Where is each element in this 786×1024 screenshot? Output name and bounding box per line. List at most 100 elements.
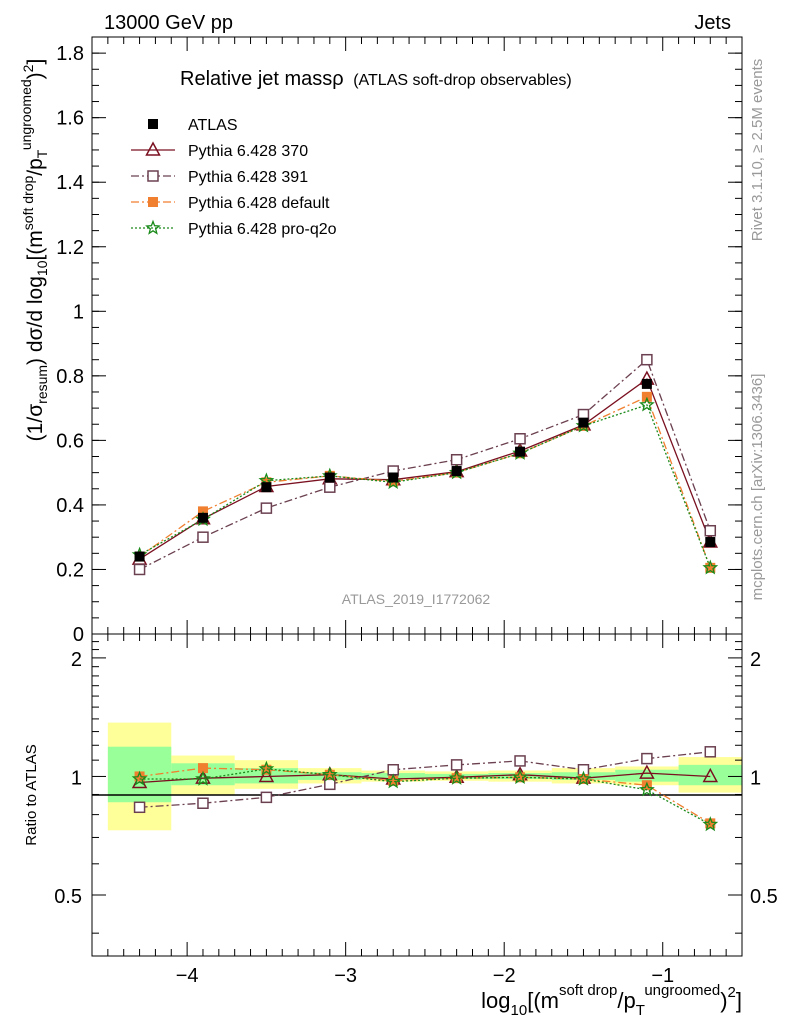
ratio-point <box>387 763 399 776</box>
main-point <box>705 537 716 548</box>
main-point <box>260 502 273 514</box>
ratio-series-line-1 <box>139 751 711 808</box>
ratio-point <box>450 759 463 771</box>
main-y-tick-label: 1.8 <box>56 43 84 65</box>
main-point <box>388 472 399 483</box>
ratio-point <box>133 801 146 814</box>
main-y-tick-label: 0.8 <box>56 366 84 388</box>
main-series-4 <box>131 396 719 575</box>
ratio-plot-frame <box>91 633 743 957</box>
ratio-point <box>451 773 462 784</box>
main-y-tick-label: 0.6 <box>56 430 84 452</box>
ratio-point <box>641 752 653 765</box>
ratio-y-tick-label-right: 2 <box>750 649 761 671</box>
ratio-point <box>702 816 719 832</box>
legend-marker <box>147 170 159 182</box>
rivet-version-label: Rivet 3.1.10, ≥ 2.5M events <box>749 59 766 242</box>
ratio-plot-panel: −4 −3 −2 −1 0.5 0.5 1 1 2 2 Ratio to ATLAS log10[… <box>23 633 778 1019</box>
main-point <box>641 378 652 389</box>
main-point <box>197 531 209 543</box>
legend-label: ATLAS <box>188 117 238 134</box>
ratio-point <box>514 755 526 767</box>
ratio-series-line-0 <box>139 772 711 784</box>
plot-title-main: Relative jet massρ <box>180 68 344 90</box>
main-y-tick-label: 1.6 <box>56 108 84 130</box>
legend-entry: Pythia 6.428 default <box>131 195 330 212</box>
ratio-point <box>704 746 717 758</box>
main-point <box>578 417 589 428</box>
ratio-point <box>197 763 208 774</box>
main-plot-panel: 0 0.2 0.4 0.6 0.8 1 1.2 1.4 1.6 1.8 Relative jet … <box>18 36 743 956</box>
main-point <box>324 481 336 493</box>
ratio-point <box>321 766 338 782</box>
main-y-tick-label: 0.2 <box>56 559 84 581</box>
plot-title-sub: (ATLAS soft-drop observables) <box>353 72 571 89</box>
main-point <box>705 562 716 573</box>
ratio-point <box>702 767 719 783</box>
main-y-axis-label: (1/σresum) dσ/d log10[(msoft drop/pTungr… <box>18 59 50 442</box>
main-series-line-2 <box>139 358 711 571</box>
legend-marker <box>148 119 158 129</box>
x-tick-label: −2 <box>493 965 516 987</box>
main-y-tick-label: 0 <box>73 624 84 646</box>
ratio-point <box>258 760 275 776</box>
main-y-tick-label: 1.2 <box>56 237 84 259</box>
ratio-y-tick-label: 2 <box>71 649 82 671</box>
analysis-watermark: ATLAS_2019_I1772062 <box>342 591 491 607</box>
ratio-point <box>705 818 716 829</box>
ratio-series-line-3 <box>139 768 711 826</box>
ratio-point <box>575 770 592 786</box>
legend-entry: Pythia 6.428 391 <box>131 169 308 186</box>
main-point <box>514 433 526 445</box>
main-series-0 <box>134 378 716 562</box>
ratio-point <box>258 767 275 783</box>
ratio-point <box>512 769 528 785</box>
main-y-tick-label: 0.4 <box>56 495 84 517</box>
header-collision-label: 13000 GeV pp <box>104 12 233 34</box>
legend-label: Pythia 6.428 370 <box>188 143 308 160</box>
ratio-point <box>324 769 335 780</box>
ratio-series-1 <box>133 746 717 814</box>
ratio-point <box>515 772 526 783</box>
ratio-point <box>638 781 655 797</box>
ratio-series-3 <box>131 760 719 832</box>
main-point <box>324 472 335 483</box>
ratio-point <box>131 770 148 786</box>
main-point <box>134 551 145 562</box>
main-point <box>704 524 717 537</box>
uncertainty-band-inner <box>678 764 742 786</box>
main-point <box>641 353 653 366</box>
legend-label: Pythia 6.428 default <box>188 195 330 212</box>
legend-label: Pythia 6.428 pro-q2o <box>188 221 337 238</box>
ratio-point <box>639 764 655 779</box>
ratio-point <box>448 769 465 785</box>
legend-marker <box>145 219 161 235</box>
main-point <box>702 559 719 575</box>
main-series-line-4 <box>139 404 711 569</box>
ratio-point <box>260 791 273 804</box>
main-y-tick-label: 1 <box>73 301 84 323</box>
ratio-point <box>385 773 402 789</box>
ratio-y-axis-label: Ratio to ATLAS <box>23 744 40 845</box>
main-series-line-3 <box>139 395 711 569</box>
main-series-3 <box>134 391 716 573</box>
ratio-series-line-2 <box>139 767 711 824</box>
legend-entry: Pythia 6.428 pro-q2o <box>131 219 337 238</box>
main-point <box>638 396 655 412</box>
mcplots-source-label: mcplots.cern.ch [arXiv:1306.3436] <box>749 374 766 601</box>
x-axis-label: log10[(msoft drop/pTungroomed)2] <box>481 982 742 1019</box>
ratio-y-tick-label: 1 <box>71 767 82 789</box>
legend-entry: ATLAS <box>148 117 238 134</box>
main-point <box>261 482 272 493</box>
ratio-point <box>388 775 399 786</box>
ratio-point <box>641 780 652 791</box>
legend-marker <box>148 197 158 207</box>
main-point <box>451 466 462 477</box>
header-category-label: Jets <box>694 12 731 34</box>
ratio-point <box>197 797 209 809</box>
x-tick-label: −1 <box>651 965 674 987</box>
x-tick-label: −3 <box>334 965 357 987</box>
ratio-point <box>195 770 211 786</box>
main-point <box>515 446 526 457</box>
ratio-y-tick-label: 0.5 <box>54 886 82 908</box>
